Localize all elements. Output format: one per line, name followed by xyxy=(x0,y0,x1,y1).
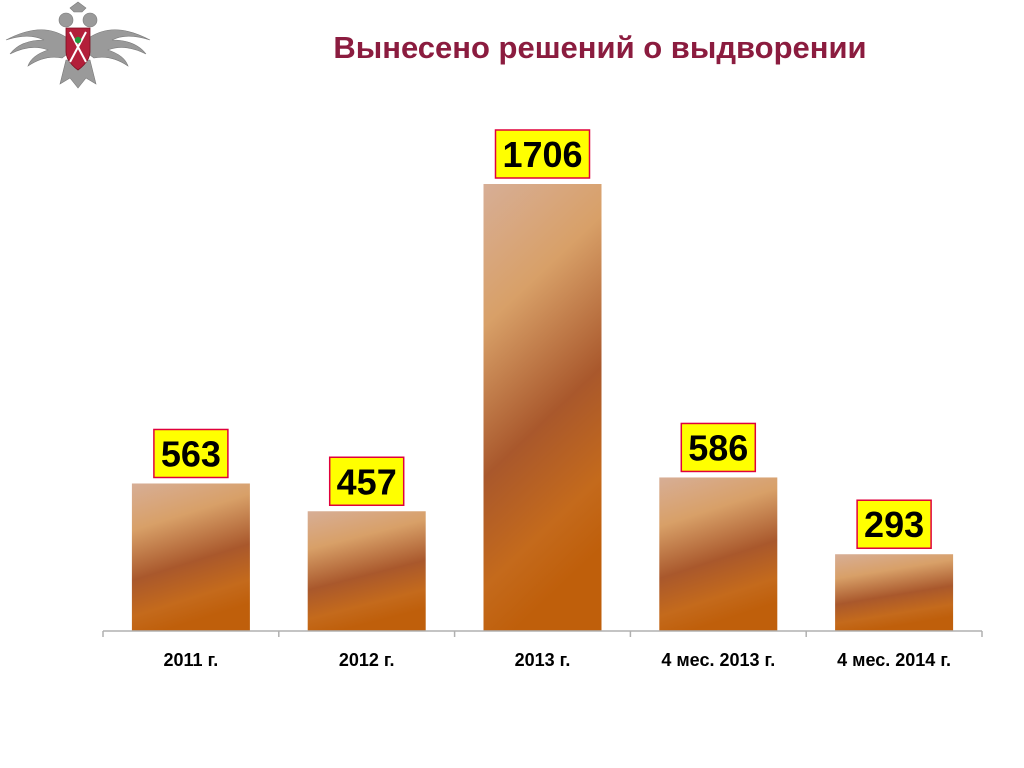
data-label-3: 586 xyxy=(688,427,748,468)
slide-title: Вынесено решений о выдворении xyxy=(333,30,867,65)
data-label-0: 563 xyxy=(161,433,221,474)
bar-1 xyxy=(307,511,426,631)
double-headed-eagle-emblem-icon xyxy=(5,1,151,89)
bar-3 xyxy=(659,477,778,631)
category-label-2: 2013 г. xyxy=(515,650,571,670)
bar-2 xyxy=(483,184,602,631)
data-label-box-2 xyxy=(494,129,591,179)
data-label-2: 1706 xyxy=(502,134,582,175)
category-label-4: 4 мес. 2014 г. xyxy=(837,650,951,670)
bar-4 xyxy=(835,554,954,631)
data-label-box-0 xyxy=(153,428,229,479)
category-label-1: 2012 г. xyxy=(339,650,395,670)
category-label-3: 4 мес. 2013 г. xyxy=(661,650,775,670)
data-label-box-1 xyxy=(328,456,405,507)
data-label-box-3 xyxy=(680,422,757,473)
data-label-4: 293 xyxy=(864,504,924,545)
bar-0 xyxy=(131,483,250,631)
category-label-0: 2011 г. xyxy=(164,650,219,670)
data-label-box-4 xyxy=(856,499,932,549)
data-label-1: 457 xyxy=(337,461,397,502)
